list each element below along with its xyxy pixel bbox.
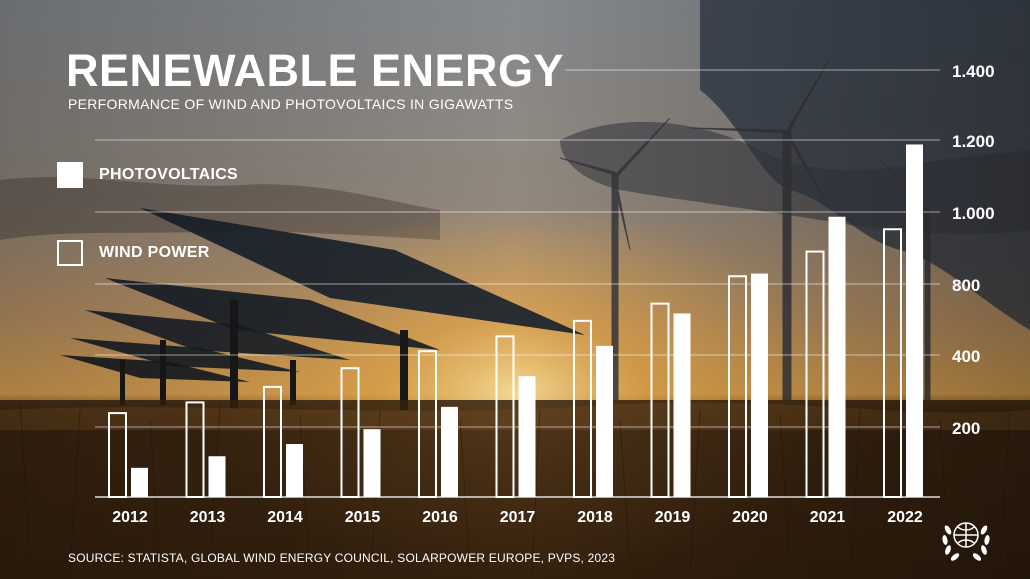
bar-photovoltaics [673,313,691,497]
x-tick-label: 2017 [500,509,536,526]
x-tick-label: 2022 [887,509,923,526]
y-tick-label: 1.400 [952,62,995,81]
x-tick-label: 2012 [112,509,148,526]
bar-photovoltaics [751,273,768,497]
bar-wind-power [418,350,437,498]
bar-wind-power [728,275,747,498]
y-tick-label: 200 [952,419,980,438]
x-tick-label: 2013 [190,509,226,526]
bar-wind-power [573,319,592,498]
source-note: SOURCE: STATISTA, GLOBAL WIND ENERGY COU… [68,551,616,565]
legend-item-photovoltaics: PHOTOVOLTAICS [57,162,238,188]
bar-photovoltaics [286,444,303,497]
bar-photovoltaics [131,467,148,497]
page-subtitle: PERFORMANCE OF WIND AND PHOTOVOLTAICS IN… [68,96,514,112]
bar-wind-power [185,401,205,498]
bar-photovoltaics [518,376,536,497]
x-tick-label: 2021 [810,509,846,526]
bar-wind-power [263,385,282,498]
page-title: RENEWABLE ENERGY [66,45,565,96]
un-laurel-globe-icon [942,522,990,561]
bar-wind-power [108,412,127,499]
bar-photovoltaics [596,345,613,497]
y-tick-label: 1.200 [952,132,995,151]
bar-photovoltaics [828,216,846,497]
bar-photovoltaics [208,456,226,497]
x-tick-label: 2014 [267,509,303,526]
legend-label: WIND POWER [99,244,210,261]
y-tick-label: 800 [952,276,980,295]
bar-photovoltaics [906,144,923,497]
x-tick-label: 2015 [345,509,381,526]
y-tick-label: 400 [952,347,980,366]
y-tick-label: 1.000 [952,204,995,223]
x-tick-label: 2016 [422,509,458,526]
bar-wind-power [883,228,902,498]
legend-swatch-filled [57,162,83,188]
bar-photovoltaics [441,406,458,497]
bar-wind-power [340,367,360,498]
legend-item-wind-power: WIND POWER [57,240,210,266]
bar-wind-power [495,335,515,498]
x-tick-label: 2020 [732,509,768,526]
legend-label: PHOTOVOLTAICS [99,166,239,183]
bar-wind-power [805,250,825,498]
x-tick-label: 2018 [577,509,613,526]
bar-wind-power [650,302,670,498]
bar-photovoltaics [363,429,381,497]
legend-swatch-outline [57,240,83,266]
x-tick-label: 2019 [655,509,691,526]
